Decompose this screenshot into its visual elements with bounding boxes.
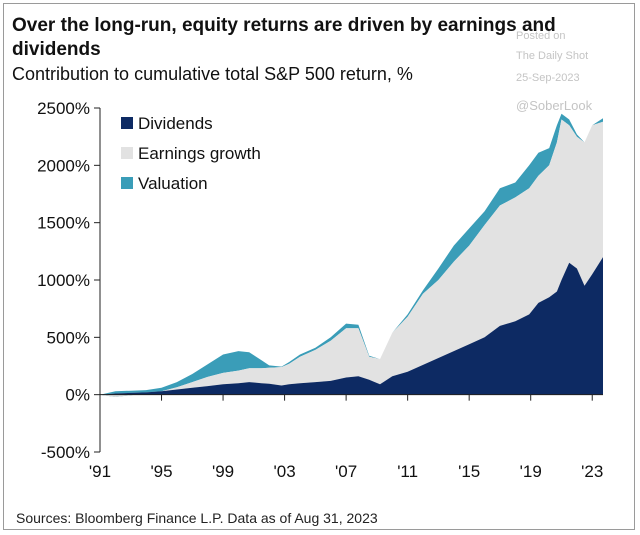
x-tick-label: '07 [335,462,357,481]
y-tick-label: 2500% [37,99,90,118]
x-tick-label: '99 [212,462,234,481]
legend-label: Earnings growth [138,144,261,163]
watermark-handle: @SoberLook [516,98,593,113]
y-tick-label: 1500% [37,214,90,233]
chart-frame [3,3,635,530]
legend-swatch [121,147,133,159]
y-tick-label: 2000% [37,156,90,175]
watermark-posted: Posted on [516,30,566,42]
dividends-area [100,257,603,395]
x-tick-label: '19 [520,462,542,481]
legend-label: Dividends [138,114,213,133]
chart-subtitle: Contribution to cumulative total S&P 500… [12,64,413,84]
legend-swatch [121,177,133,189]
x-tick-label: '03 [274,462,296,481]
y-tick-label: -500% [41,443,90,462]
x-tick-label: '15 [458,462,480,481]
x-tick-label: '95 [150,462,172,481]
y-tick-label: 500% [47,328,90,347]
watermark-date: 25-Sep-2023 [516,72,580,84]
valuation-area [100,113,603,397]
x-tick-label: '23 [581,462,603,481]
watermark-site: The Daily Shot [516,50,589,62]
chart-title: Over the long-run, equity returns are dr… [12,15,556,60]
legend-swatch [121,117,133,129]
source-note: Sources: Bloomberg Finance L.P. Data as … [16,510,378,526]
x-tick-label: '11 [397,462,418,481]
x-tick-label: '91 [89,462,111,481]
y-tick-label: 1000% [37,271,90,290]
y-tick-label: 0% [65,386,90,405]
legend-label: Valuation [138,174,208,193]
earnings-growth-area [100,119,603,397]
